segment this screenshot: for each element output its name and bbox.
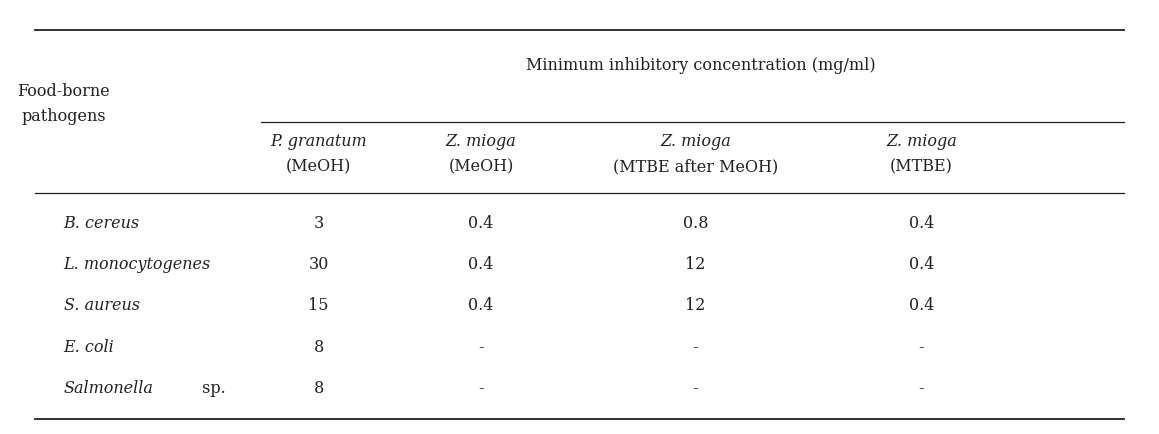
Text: 0.8: 0.8	[683, 215, 708, 232]
Text: 8: 8	[314, 380, 323, 397]
Text: 0.4: 0.4	[468, 215, 494, 232]
Text: 12: 12	[685, 256, 706, 273]
Text: E. coli: E. coli	[64, 339, 115, 356]
Text: 8: 8	[314, 339, 323, 356]
Text: -: -	[919, 339, 924, 356]
Text: 3: 3	[314, 215, 323, 232]
Text: -: -	[479, 339, 483, 356]
Text: Z. mioga: Z. mioga	[885, 132, 957, 150]
Text: S. aureus: S. aureus	[64, 297, 140, 315]
Text: Minimum inhibitory concentration (mg/ml): Minimum inhibitory concentration (mg/ml)	[526, 56, 876, 74]
Text: B. cereus: B. cereus	[64, 215, 140, 232]
Text: 15: 15	[308, 297, 329, 315]
Text: 0.4: 0.4	[909, 215, 934, 232]
Text: P. granatum: P. granatum	[270, 132, 367, 150]
Text: sp.: sp.	[197, 380, 226, 397]
Text: L. monocytogenes: L. monocytogenes	[64, 256, 211, 273]
Text: 12: 12	[685, 297, 706, 315]
Text: -: -	[693, 380, 698, 397]
Text: 0.4: 0.4	[468, 256, 494, 273]
Text: (MeOH): (MeOH)	[286, 158, 351, 176]
Text: Salmonella: Salmonella	[64, 380, 154, 397]
Text: (MTBE): (MTBE)	[890, 158, 953, 176]
Text: Z. mioga: Z. mioga	[659, 132, 731, 150]
Text: 0.4: 0.4	[909, 256, 934, 273]
Text: 30: 30	[308, 256, 329, 273]
Text: (MTBE after MeOH): (MTBE after MeOH)	[613, 158, 778, 176]
Text: Food-borne
pathogens: Food-borne pathogens	[17, 83, 110, 125]
Text: -: -	[919, 380, 924, 397]
Text: -: -	[693, 339, 698, 356]
Text: (MeOH): (MeOH)	[449, 158, 513, 176]
Text: -: -	[479, 380, 483, 397]
Text: 0.4: 0.4	[909, 297, 934, 315]
Text: Z. mioga: Z. mioga	[445, 132, 517, 150]
Text: 0.4: 0.4	[468, 297, 494, 315]
